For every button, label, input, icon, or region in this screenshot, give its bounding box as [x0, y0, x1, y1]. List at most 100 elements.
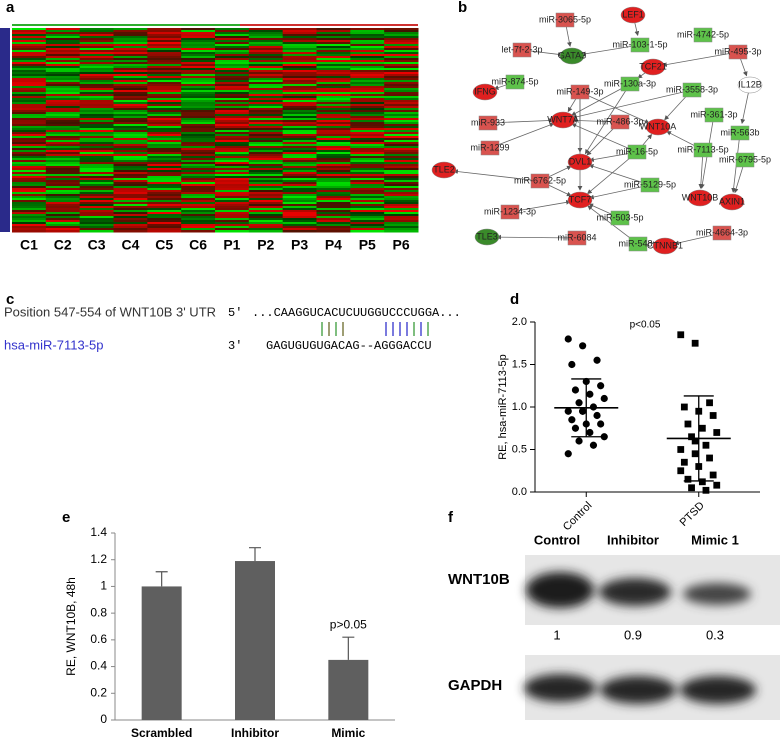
heatmap-cell [12, 84, 47, 87]
heatmap-cell [316, 66, 351, 69]
heatmap-cell [147, 126, 182, 129]
heatmap-cell [282, 210, 317, 213]
heatmap-cell [79, 190, 114, 193]
data-point [684, 420, 692, 428]
heatmap-cell [215, 70, 250, 73]
heatmap-cell [79, 214, 114, 217]
heatmap-cell [384, 196, 419, 199]
heatmap-cell [181, 156, 216, 159]
heatmap-cell [181, 208, 216, 211]
heatmap-cell [316, 94, 351, 97]
heatmap-cell [316, 220, 351, 223]
heatmap-cell [113, 86, 148, 89]
heatmap-cell [282, 132, 317, 135]
heatmap-cell [384, 162, 419, 165]
heatmap-cell [215, 122, 250, 125]
network-node [505, 74, 525, 90]
network-edge [571, 89, 693, 120]
heatmap-cell [350, 222, 385, 225]
heatmap-cell [282, 136, 317, 139]
heatmap-cell [248, 128, 284, 131]
heatmap-cell [12, 92, 47, 95]
heatmap-cell [215, 80, 250, 83]
heatmap-cell [79, 68, 114, 71]
heatmap-cell [384, 52, 419, 55]
heatmap-cell [79, 92, 114, 95]
heatmap-cell [350, 92, 385, 95]
heatmap-cell [248, 74, 284, 77]
heatmap-cell [215, 132, 250, 135]
heatmap-cell [147, 134, 182, 137]
heatmap-cell [350, 228, 385, 231]
heatmap-cell [12, 78, 47, 81]
heatmap-cell [248, 68, 284, 71]
heatmap-cell [350, 214, 385, 217]
heatmap-cell [181, 124, 216, 127]
heatmap-cell [384, 28, 419, 31]
heatmap-cell [12, 160, 47, 163]
heatmap-cell [215, 48, 250, 51]
heatmap-cell [384, 70, 419, 73]
network-edge [588, 164, 651, 186]
x-tick-label: Control [561, 500, 595, 534]
heatmap-cell [350, 58, 385, 61]
heatmap-cell [147, 224, 182, 227]
heatmap-cell [215, 98, 250, 101]
heatmap-cell [79, 54, 114, 57]
heatmap-cell [181, 100, 216, 103]
heatmap-cell [215, 86, 250, 89]
heatmap-cell [79, 176, 114, 179]
heatmap-cell [181, 150, 216, 153]
heatmap: C1 C2 C3 C4 C5 C6 P1 P2 P3 P4 P5 P6 [0, 24, 419, 253]
heatmap-cell [350, 192, 385, 195]
heatmap-cell [113, 34, 148, 37]
heatmap-cell [282, 106, 317, 109]
heatmap-cell [79, 34, 114, 37]
heatmap-cell [181, 210, 216, 213]
heatmap-cell [113, 106, 148, 109]
heatmap-cell [113, 144, 148, 147]
heatmap-cell [181, 98, 216, 101]
heatmap-cell [45, 224, 81, 227]
heatmap-cell [45, 58, 81, 61]
heatmap-cell [12, 90, 47, 93]
heatmap-cell [316, 104, 351, 107]
heatmap-cell [282, 230, 317, 233]
y-tick-label: 1.4 [90, 525, 107, 539]
heatmap-cell [282, 114, 317, 117]
heatmap-cell [282, 80, 317, 83]
heatmap-cell [45, 176, 81, 179]
heatmap-cell [113, 60, 148, 63]
heatmap-cell [350, 204, 385, 207]
column-label: C6 [189, 237, 207, 253]
heatmap-cell [215, 88, 250, 91]
heatmap-cell [45, 230, 81, 233]
heatmap-cell [79, 212, 114, 215]
heatmap-cell [147, 144, 182, 147]
quantity: 0.9 [624, 627, 642, 642]
node-label: miR-503-5p [596, 212, 643, 222]
heatmap-cell [316, 80, 351, 83]
heatmap-cell [215, 66, 250, 69]
heatmap-cell [79, 192, 114, 195]
heatmap-cell [45, 214, 81, 217]
heatmap-cell [350, 210, 385, 213]
heatmap-cell [79, 160, 114, 163]
heatmap-cell [147, 100, 182, 103]
western-blot: Control Inhibitor Mimic 1 WNT10B GAPDH 1 0.9 0.… [448, 532, 780, 720]
data-point [589, 441, 598, 449]
heatmap-cell [45, 138, 81, 141]
heatmap-cell [12, 198, 47, 201]
heatmap-cell [215, 202, 250, 205]
node-label: TLE2 [433, 164, 455, 174]
heatmap-cell [248, 198, 284, 201]
heatmap-cell [45, 66, 81, 69]
network-edge [496, 234, 578, 240]
heatmap-cell [79, 114, 114, 117]
heatmap-cell [181, 230, 216, 233]
y-tick-label: 2.0 [512, 316, 527, 328]
heatmap-cell [113, 92, 148, 95]
heatmap-cell [248, 148, 284, 151]
heatmap-cell [45, 168, 81, 171]
heatmap-cell [12, 192, 47, 195]
